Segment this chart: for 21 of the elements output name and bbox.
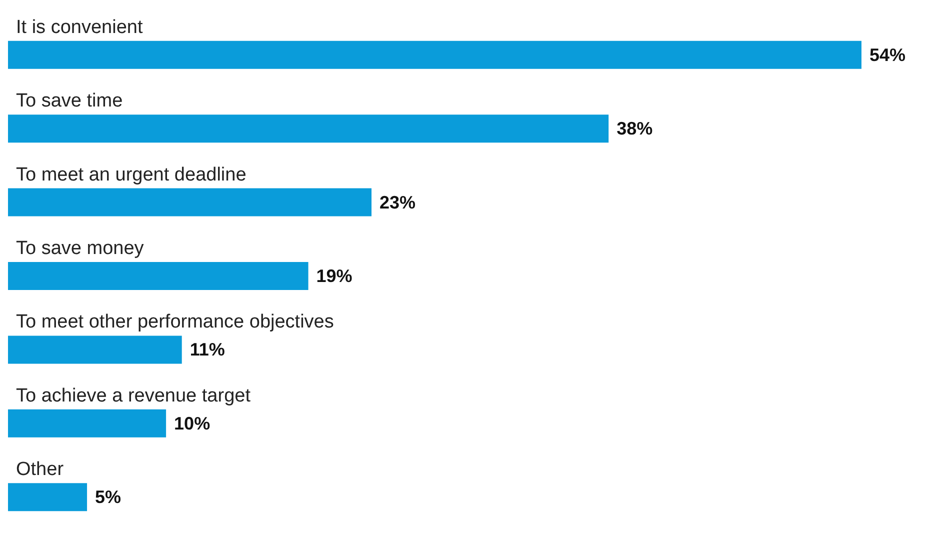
data-label: 23% <box>380 192 416 212</box>
y-tick-label: To save time <box>16 90 123 112</box>
bar <box>8 483 88 512</box>
y-tick-label: Other <box>16 459 64 480</box>
y-tick-label: To save money <box>16 238 144 259</box>
bar <box>8 409 166 438</box>
bar <box>8 188 372 216</box>
bar <box>8 336 182 364</box>
y-tick-label: To meet an urgent deadline <box>16 164 246 186</box>
data-label: 5% <box>95 487 122 508</box>
data-label: 19% <box>316 266 352 286</box>
y-tick-label: To meet other performance objectives <box>16 312 334 333</box>
bar <box>8 114 609 143</box>
y-tick-label: It is convenient <box>16 16 144 38</box>
bar <box>8 40 862 69</box>
data-label: 54% <box>869 44 906 65</box>
y-tick-label: To achieve a revenue target <box>16 385 252 406</box>
data-label: 11% <box>190 340 225 360</box>
data-label: 38% <box>616 118 653 139</box>
bar <box>8 262 308 290</box>
data-label: 10% <box>174 413 210 434</box>
